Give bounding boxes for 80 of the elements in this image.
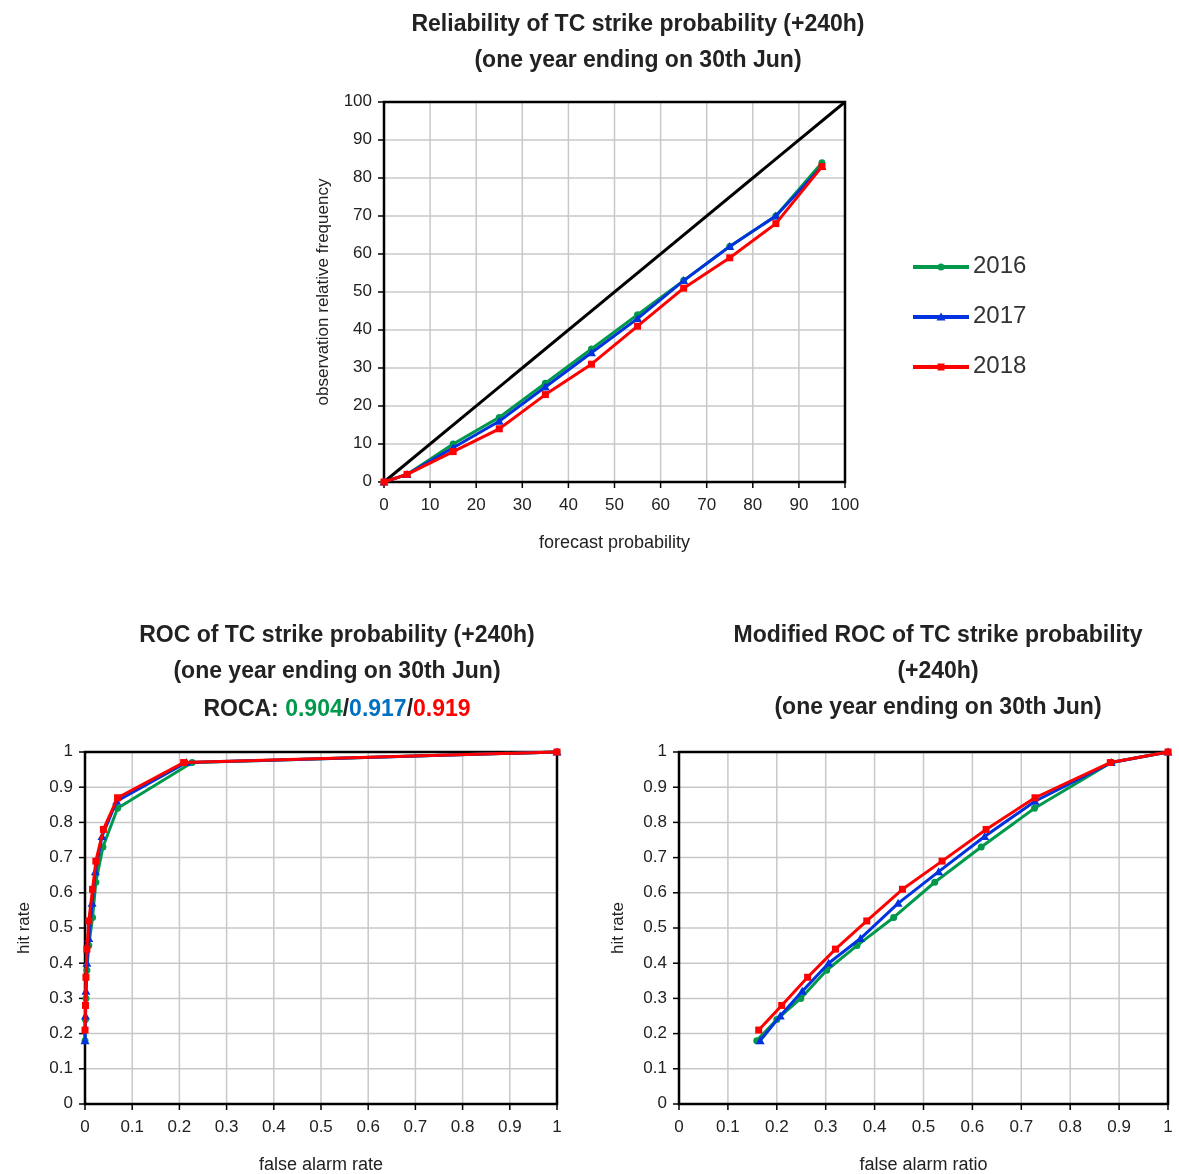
y-tick-label: 1 [657, 741, 667, 761]
y-tick-label: 0.5 [643, 917, 667, 937]
y-tick-label: 80 [353, 167, 372, 187]
chart-title: Modified ROC of TC strike probability (+240h) [733, 621, 1143, 684]
legend-label: 2018 [973, 351, 1027, 379]
y-tick-label: 0.2 [643, 1023, 667, 1043]
x-axis-title: forecast probability [538, 532, 691, 552]
y-tick-label: 20 [353, 395, 372, 415]
y-tick-label: 0.3 [49, 987, 73, 1007]
x-tick-label: 1 [552, 1117, 562, 1136]
chart-subtitle: (one year ending on 30th Jun) [173, 657, 501, 684]
y-tick-label: 0 [63, 1093, 73, 1113]
x-tick-label: 0.4 [862, 1117, 887, 1136]
text: ROCA: 0.904/0.917/0.919 [203, 695, 471, 721]
y-axis-title: hit rate [14, 902, 33, 954]
x-tick-label: 20 [466, 495, 486, 514]
y-tick-label: 1 [63, 741, 73, 761]
x-tick-label: 0.9 [497, 1117, 522, 1136]
x-tick-label: 0 [80, 1117, 90, 1136]
x-tick-label: 0.2 [764, 1117, 789, 1136]
y-tick-label: 0.6 [643, 882, 667, 902]
x-tick-label: 40 [558, 495, 578, 514]
y-tick-label: 0.4 [643, 952, 667, 972]
y-tick-label: 30 [353, 357, 372, 377]
legend-label: 2017 [973, 301, 1027, 329]
chart-title: ROC of TC strike probability (+240h) [139, 621, 535, 648]
x-tick-label: 0.7 [1009, 1117, 1034, 1136]
x-tick-label: 0 [379, 495, 389, 514]
y-tick-label: 50 [353, 281, 372, 301]
y-tick-label: 0.2 [49, 1023, 73, 1043]
x-tick-label: 0.3 [214, 1117, 239, 1136]
y-tick-label: 0.9 [643, 776, 667, 796]
y-tick-label: 0 [362, 471, 372, 491]
y-tick-label: 0.7 [643, 847, 667, 867]
y-tick-label: 0.8 [49, 811, 73, 831]
x-tick-label: 0.5 [911, 1117, 936, 1136]
x-tick-label: 30 [512, 495, 532, 514]
x-tick-label: 0 [674, 1117, 684, 1136]
x-tick-label: 70 [697, 495, 717, 514]
x-tick-label: 0.2 [167, 1117, 192, 1136]
y-tick-label: 70 [353, 205, 372, 225]
x-tick-label: 0.6 [960, 1117, 985, 1136]
x-tick-label: 80 [743, 495, 763, 514]
x-tick-label: 0.8 [450, 1117, 475, 1136]
y-tick-label: 40 [353, 319, 372, 339]
legend-label: 2016 [973, 251, 1027, 279]
x-tick-label: 0.1 [716, 1117, 740, 1136]
y-tick-label: 0.3 [643, 987, 667, 1007]
x-tick-label: 0.9 [1107, 1117, 1131, 1136]
x-tick-label: 90 [789, 495, 809, 514]
x-tick-label: 0.8 [1058, 1117, 1083, 1136]
x-tick-label: 0.4 [261, 1117, 286, 1136]
y-tick-label: 0.1 [49, 1058, 73, 1078]
x-tick-label: 100 [830, 495, 860, 514]
y-tick-label: 0.4 [49, 952, 73, 972]
y-tick-label: 10 [353, 433, 372, 453]
chart-title: Reliability of TC strike probability (+240h) [411, 10, 865, 37]
y-tick-label: 0.7 [49, 847, 73, 867]
y-tick-label: 60 [353, 243, 372, 263]
y-tick-label: 0.6 [49, 882, 73, 902]
x-tick-label: 50 [605, 495, 624, 514]
y-tick-label: 0.9 [49, 776, 73, 796]
y-tick-label: 0 [657, 1093, 667, 1113]
y-tick-label: 100 [343, 91, 372, 111]
x-axis-title: false alarm ratio [859, 1154, 988, 1174]
x-tick-label: 0.1 [120, 1117, 145, 1136]
y-tick-label: 0.8 [643, 811, 667, 831]
x-tick-label: 0.5 [309, 1117, 333, 1136]
x-tick-label: 0.7 [403, 1117, 428, 1136]
x-axis-title: false alarm rate [258, 1154, 384, 1174]
y-tick-label: 0.5 [49, 917, 73, 937]
x-tick-label: 1 [1163, 1117, 1173, 1136]
y-axis-title: observation relative frequency [313, 178, 332, 406]
y-axis-title: hit rate [608, 902, 627, 954]
y-tick-label: 90 [353, 129, 372, 149]
chart-subtitle: (one year ending on 30th Jun) [474, 46, 802, 73]
x-tick-label: 0.3 [813, 1117, 838, 1136]
y-tick-label: 0.1 [643, 1058, 667, 1078]
x-tick-label: 10 [420, 495, 440, 514]
chart-subtitle: (one year ending on 30th Jun) [774, 693, 1102, 720]
